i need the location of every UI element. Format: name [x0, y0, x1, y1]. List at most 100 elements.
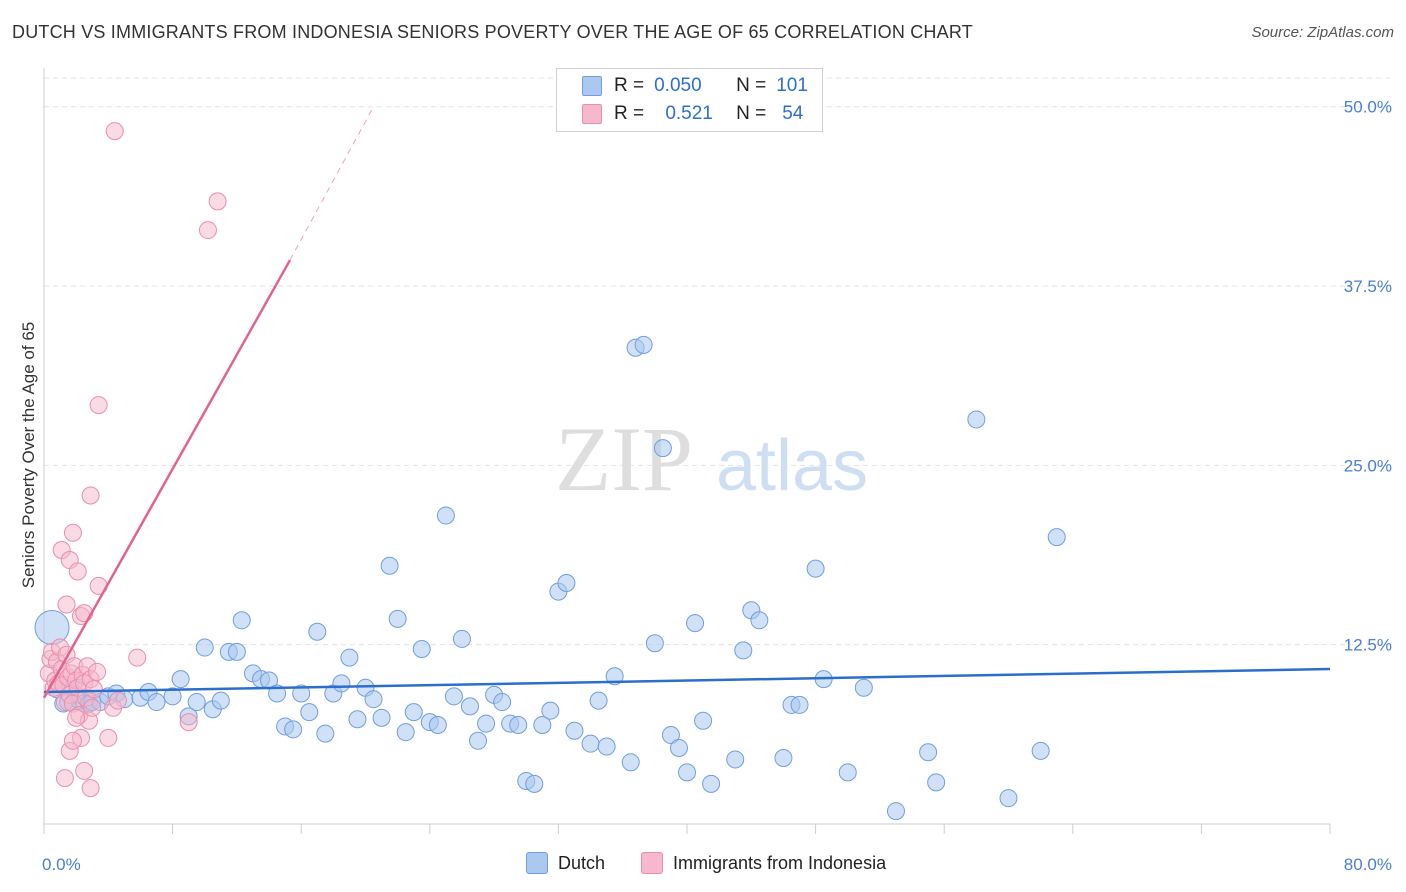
legend-r-label: R = — [614, 103, 645, 124]
series-legend: Dutch Immigrants from Indonesia — [0, 852, 1406, 878]
legend-r-label: R = — [614, 75, 645, 96]
dutch-point — [34, 609, 70, 645]
dutch-point — [227, 642, 246, 661]
y-tick-label: 50.0% — [1344, 98, 1392, 117]
trend-lines — [42, 106, 1331, 699]
dutch-point — [557, 573, 576, 592]
legend-n-label: N = — [736, 103, 767, 124]
dutch-swatch — [526, 852, 548, 874]
dutch-point — [187, 693, 206, 712]
grid-lines — [44, 77, 1392, 646]
dutch-point — [702, 774, 721, 793]
dutch-point — [493, 693, 512, 712]
indonesia-point — [208, 192, 227, 211]
dutch-point — [348, 710, 367, 729]
dutch-point — [308, 622, 327, 641]
dutch-point — [669, 738, 688, 757]
dutch-point — [268, 684, 287, 703]
indonesia-trend-line — [42, 259, 292, 699]
dutch-point — [436, 506, 455, 525]
indonesia-points — [39, 122, 227, 798]
dutch-point — [589, 691, 608, 710]
x-tick-label: 0.0% — [42, 855, 81, 874]
dutch-point — [541, 701, 560, 720]
indonesia-point — [68, 562, 87, 581]
legend-n-label: N = — [736, 75, 767, 96]
source-label: Source: ZipAtlas.com — [1251, 24, 1394, 41]
legend-r-value: 0.050 — [654, 75, 702, 96]
legend-swatch-dutch — [582, 76, 602, 96]
dutch-point — [452, 629, 471, 648]
dutch-point — [734, 641, 753, 660]
dutch-point — [316, 724, 335, 743]
dutch-point — [886, 802, 905, 821]
indonesia-point — [75, 761, 94, 780]
indonesia-point — [198, 221, 217, 240]
chart-title: DUTCH VS IMMIGRANTS FROM INDONESIA SENIO… — [12, 22, 973, 42]
watermark-atlas: atlas — [716, 426, 868, 506]
dutch-point — [460, 697, 479, 716]
indonesia-point — [55, 769, 74, 788]
dutch-trend-line — [43, 667, 1331, 694]
dutch-point — [477, 714, 496, 733]
indonesia-point — [89, 396, 108, 415]
dutch-point — [661, 726, 680, 745]
stats-legend: R = 0.050 N = 101 R = 0.521 N = 54 — [556, 68, 823, 132]
x-tick-label: 80.0% — [1344, 855, 1392, 874]
dutch-point — [412, 639, 431, 658]
dutch-point — [525, 774, 544, 793]
dutch-point — [147, 693, 166, 712]
dutch-point — [597, 737, 616, 756]
legend-label-indonesia: Immigrants from Indonesia — [673, 852, 887, 873]
dutch-point — [332, 674, 351, 693]
indonesia-point — [179, 713, 198, 732]
dutch-point — [364, 690, 383, 709]
dutch-point — [750, 611, 769, 630]
dutch-point — [232, 611, 251, 630]
dutch-point — [404, 703, 423, 722]
y-tick-label: 25.0% — [1344, 456, 1392, 475]
dutch-point — [645, 634, 664, 653]
dutch-point — [790, 695, 809, 714]
dutch-point — [678, 763, 696, 782]
indonesia-point — [105, 122, 124, 141]
legend-item-dutch[interactable]: Dutch — [526, 852, 605, 874]
dutch-point — [653, 439, 672, 458]
watermark-zip: ZIP — [555, 408, 693, 510]
y-axis-label: Seniors Poverty Over the Age of 65 — [19, 322, 38, 588]
indonesia-point — [57, 595, 76, 614]
dutch-point — [605, 667, 624, 686]
dutch-point — [372, 708, 391, 727]
dutch-point — [927, 773, 946, 792]
dutch-point — [726, 750, 745, 769]
indonesia-point — [67, 708, 86, 727]
dutch-point — [581, 734, 600, 753]
dutch-point — [388, 609, 407, 628]
dutch-point — [300, 703, 319, 722]
indonesia-point — [128, 648, 147, 667]
indonesia-point — [63, 523, 82, 542]
dutch-point — [634, 335, 653, 354]
legend-label-dutch: Dutch — [558, 852, 606, 873]
y-tick-label: 12.5% — [1344, 636, 1392, 655]
dutch-point — [1047, 528, 1066, 547]
dutch-point — [854, 678, 873, 697]
indonesia-point — [99, 728, 118, 747]
dutch-point — [292, 684, 311, 703]
dutch-point — [509, 716, 528, 735]
legend-swatch-indonesia — [582, 104, 602, 124]
legend-item-indonesia[interactable]: Immigrants from Indonesia — [641, 852, 886, 874]
dutch-point — [774, 749, 793, 768]
indonesia-point — [88, 662, 107, 681]
indonesia-point — [108, 691, 127, 710]
watermark: ZIP atlas — [555, 408, 868, 510]
dutch-point — [1031, 741, 1050, 760]
legend-n-value: 54 — [782, 103, 804, 124]
indonesia-trend-extension — [289, 106, 374, 261]
dutch-point — [284, 720, 303, 739]
dutch-point — [533, 716, 552, 735]
axes — [43, 68, 1331, 834]
dutch-point — [396, 723, 415, 742]
dutch-point — [469, 731, 488, 750]
